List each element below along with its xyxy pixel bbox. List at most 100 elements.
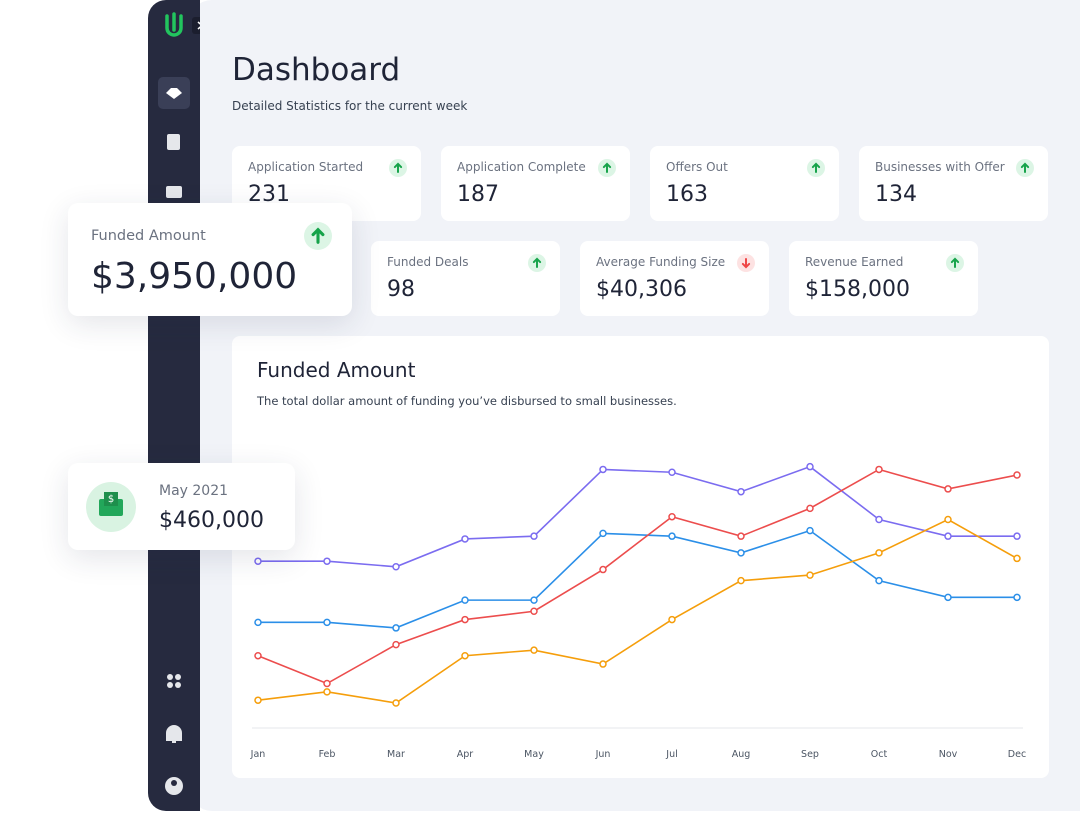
data-point (530, 532, 538, 540)
series-line (258, 465, 1017, 568)
trend-arrow (389, 159, 407, 177)
trend-icon (311, 227, 325, 244)
data-point (530, 596, 538, 604)
trend-icon (532, 257, 542, 269)
stat-card: Application Complete 187 (441, 146, 630, 221)
data-point (944, 532, 952, 540)
stat-label: Funded Deals (387, 255, 469, 269)
data-point (668, 512, 676, 521)
trend-icon (811, 162, 821, 174)
trend-arrow (946, 254, 964, 272)
data-point (254, 696, 262, 704)
data-point (806, 571, 814, 579)
trend-badge (807, 159, 825, 181)
data-point (392, 624, 400, 632)
stat-label: Revenue Earned (805, 255, 904, 269)
chart-subtitle: The total dollar amount of funding you’v… (256, 394, 677, 408)
logo[interactable] (165, 12, 183, 37)
data-point (944, 515, 952, 524)
stat-label: Average Funding Size (596, 255, 726, 269)
data-point (1013, 554, 1021, 563)
series-line (257, 468, 1018, 685)
x-tick-label: Jun (595, 749, 611, 760)
stat-value: 187 (457, 182, 499, 207)
data-point (599, 565, 607, 574)
stat-label: Offers Out (666, 160, 728, 174)
data-point (875, 465, 883, 474)
stat-card: Application Started 231 (232, 146, 421, 221)
trend-badge (389, 159, 407, 181)
chart: Funded Amount The total dollar amount of… (250, 358, 1027, 760)
data-point (944, 593, 952, 602)
data-point (737, 532, 745, 540)
trend-badge (598, 159, 616, 181)
svg-text:$: $ (108, 494, 114, 505)
month-value: $460,000 (159, 508, 264, 533)
page-title: Dashboard (232, 52, 401, 88)
trend-icon (602, 162, 612, 174)
highlight-card: Funded Amount $3,950,000 (68, 203, 352, 316)
nav-notifications[interactable] (166, 725, 182, 743)
trend-arrow (528, 254, 546, 272)
data-point (1013, 532, 1021, 540)
trend-icon (741, 257, 751, 269)
data-point (461, 615, 469, 624)
data-point (392, 640, 400, 649)
stat-card: Revenue Earned $158,000 (789, 241, 978, 316)
data-point (323, 688, 331, 696)
trend-icon (393, 162, 403, 174)
data-point (323, 557, 331, 565)
data-point (806, 462, 814, 471)
expand-button[interactable] (192, 17, 208, 34)
trend-badge (1016, 159, 1034, 181)
data-point (254, 618, 262, 627)
trend-icon (1020, 162, 1030, 174)
data-point (875, 576, 883, 585)
trend-badge (737, 254, 755, 276)
x-tick-label: Feb (319, 749, 336, 760)
data-point (599, 660, 607, 668)
data-point (737, 576, 745, 585)
stat-value: 231 (248, 182, 290, 207)
data-point (944, 485, 952, 493)
stat-card: Funded Deals 98 (371, 241, 560, 316)
x-tick-label: Jul (665, 749, 677, 760)
data-point (323, 679, 331, 688)
nav-tasks[interactable] (167, 134, 180, 150)
trend-arrow (807, 159, 825, 177)
nav-portfolio[interactable] (166, 186, 182, 198)
x-tick-label: Jan (250, 749, 266, 760)
chart-title: Funded Amount (257, 358, 416, 382)
month-label: May 2021 (159, 483, 229, 499)
trend-icon (950, 257, 960, 269)
sidebar-icons (158, 12, 208, 795)
data-point (1013, 471, 1021, 479)
data-point (737, 549, 745, 557)
series-line (257, 518, 1018, 704)
stat-card: Offers Out 163 (650, 146, 839, 221)
stat-label: Application Complete (457, 160, 586, 174)
data-point (1013, 593, 1021, 602)
page-subtitle: Detailed Statistics for the current week (232, 99, 468, 113)
stat-label: Businesses with Offer (875, 160, 1005, 174)
nav-apps[interactable] (167, 674, 181, 688)
x-tick-label: Dec (1008, 749, 1026, 760)
money-icon: $ (86, 482, 136, 532)
trend-arrow (1016, 159, 1034, 177)
data-point (668, 468, 676, 476)
data-point (599, 529, 607, 538)
trend-arrow (304, 222, 332, 250)
data-point (875, 549, 883, 557)
month-card: $ May 2021 $460,000 (68, 463, 295, 550)
x-tick-label: May (524, 749, 544, 760)
trend-badge (528, 254, 546, 276)
stat-value: 98 (387, 277, 415, 302)
data-point (323, 618, 331, 627)
series-line (258, 529, 1017, 629)
data-point (392, 699, 400, 707)
x-tick-label: Nov (939, 749, 958, 760)
x-tick-label: Mar (387, 749, 405, 760)
stat-value: 163 (666, 182, 708, 207)
stat-value: $158,000 (805, 277, 910, 302)
